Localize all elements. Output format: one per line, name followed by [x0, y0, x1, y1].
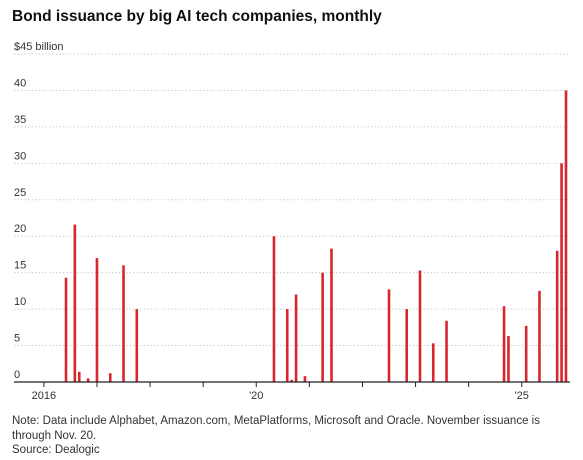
- bar-2016-08: [73, 224, 77, 382]
- bar-2020-12: [303, 376, 307, 382]
- y-tick-label-45: $45 billion: [14, 41, 64, 53]
- bar-2016-09: [77, 371, 81, 382]
- y-tick-label-0: 0: [14, 369, 20, 381]
- bar-2025-05: [538, 290, 541, 382]
- gridlines: [14, 53, 570, 347]
- y-tick-label-30: 30: [14, 150, 26, 162]
- bar-2023-08: [445, 320, 448, 382]
- bar-2020-08: [285, 309, 289, 382]
- y-tick-label-25: 25: [14, 187, 26, 199]
- x-tick-label-'25: '25: [515, 390, 529, 402]
- bar-2020-10: [294, 294, 298, 382]
- bar-2023-02: [418, 270, 422, 382]
- bar-2016-06: [64, 277, 68, 382]
- bar-2021-06: [330, 248, 333, 382]
- y-tick-label-5: 5: [14, 333, 20, 345]
- x-tick-label-'20: '20: [249, 390, 263, 402]
- bar-2021-04: [321, 272, 324, 382]
- y-tick-label-35: 35: [14, 114, 26, 126]
- bar-2016-11: [86, 378, 90, 382]
- chart-title: Bond issuance by big AI tech companies, …: [12, 8, 382, 25]
- y-tick-label-10: 10: [14, 296, 26, 308]
- x-axis: 2016 '20 '25: [14, 381, 570, 402]
- bar-2017-10: [135, 309, 139, 382]
- y-tick-label-15: 15: [14, 260, 26, 272]
- bar-2017-07: [122, 265, 125, 382]
- y-tick-label-20: 20: [14, 223, 26, 235]
- bar-2023-05: [431, 343, 435, 382]
- bar-2017-01: [95, 258, 99, 382]
- bar-2022-07: [387, 289, 391, 382]
- bar-2025-10: [560, 163, 563, 382]
- x-tick-label-2016: 2016: [32, 390, 56, 402]
- bar-2024-10: [507, 336, 510, 382]
- bar-2020-09: [290, 379, 293, 382]
- bar-2025-09: [555, 250, 559, 382]
- bar-chart: 0 5 10 15 20 25 30 35 40 $45 billion 2016 '20 '25: [14, 41, 570, 402]
- bar-2024-09: [502, 306, 506, 382]
- y-axis-labels: 0 5 10 15 20 25 30 35 40 $45 billion: [14, 41, 64, 381]
- y-tick-label-40: 40: [14, 77, 26, 89]
- bar-2022-11: [405, 309, 409, 382]
- chart-note: Note: Data include Alphabet, Amazon.com,…: [12, 415, 540, 442]
- chart-source: Source: Dealogic: [12, 444, 100, 456]
- bar-2025-11: [564, 90, 568, 382]
- bar-2025-02: [524, 325, 528, 382]
- bar-2020-05: [272, 236, 276, 382]
- bars: [64, 90, 568, 382]
- bar-2017-04: [108, 373, 112, 382]
